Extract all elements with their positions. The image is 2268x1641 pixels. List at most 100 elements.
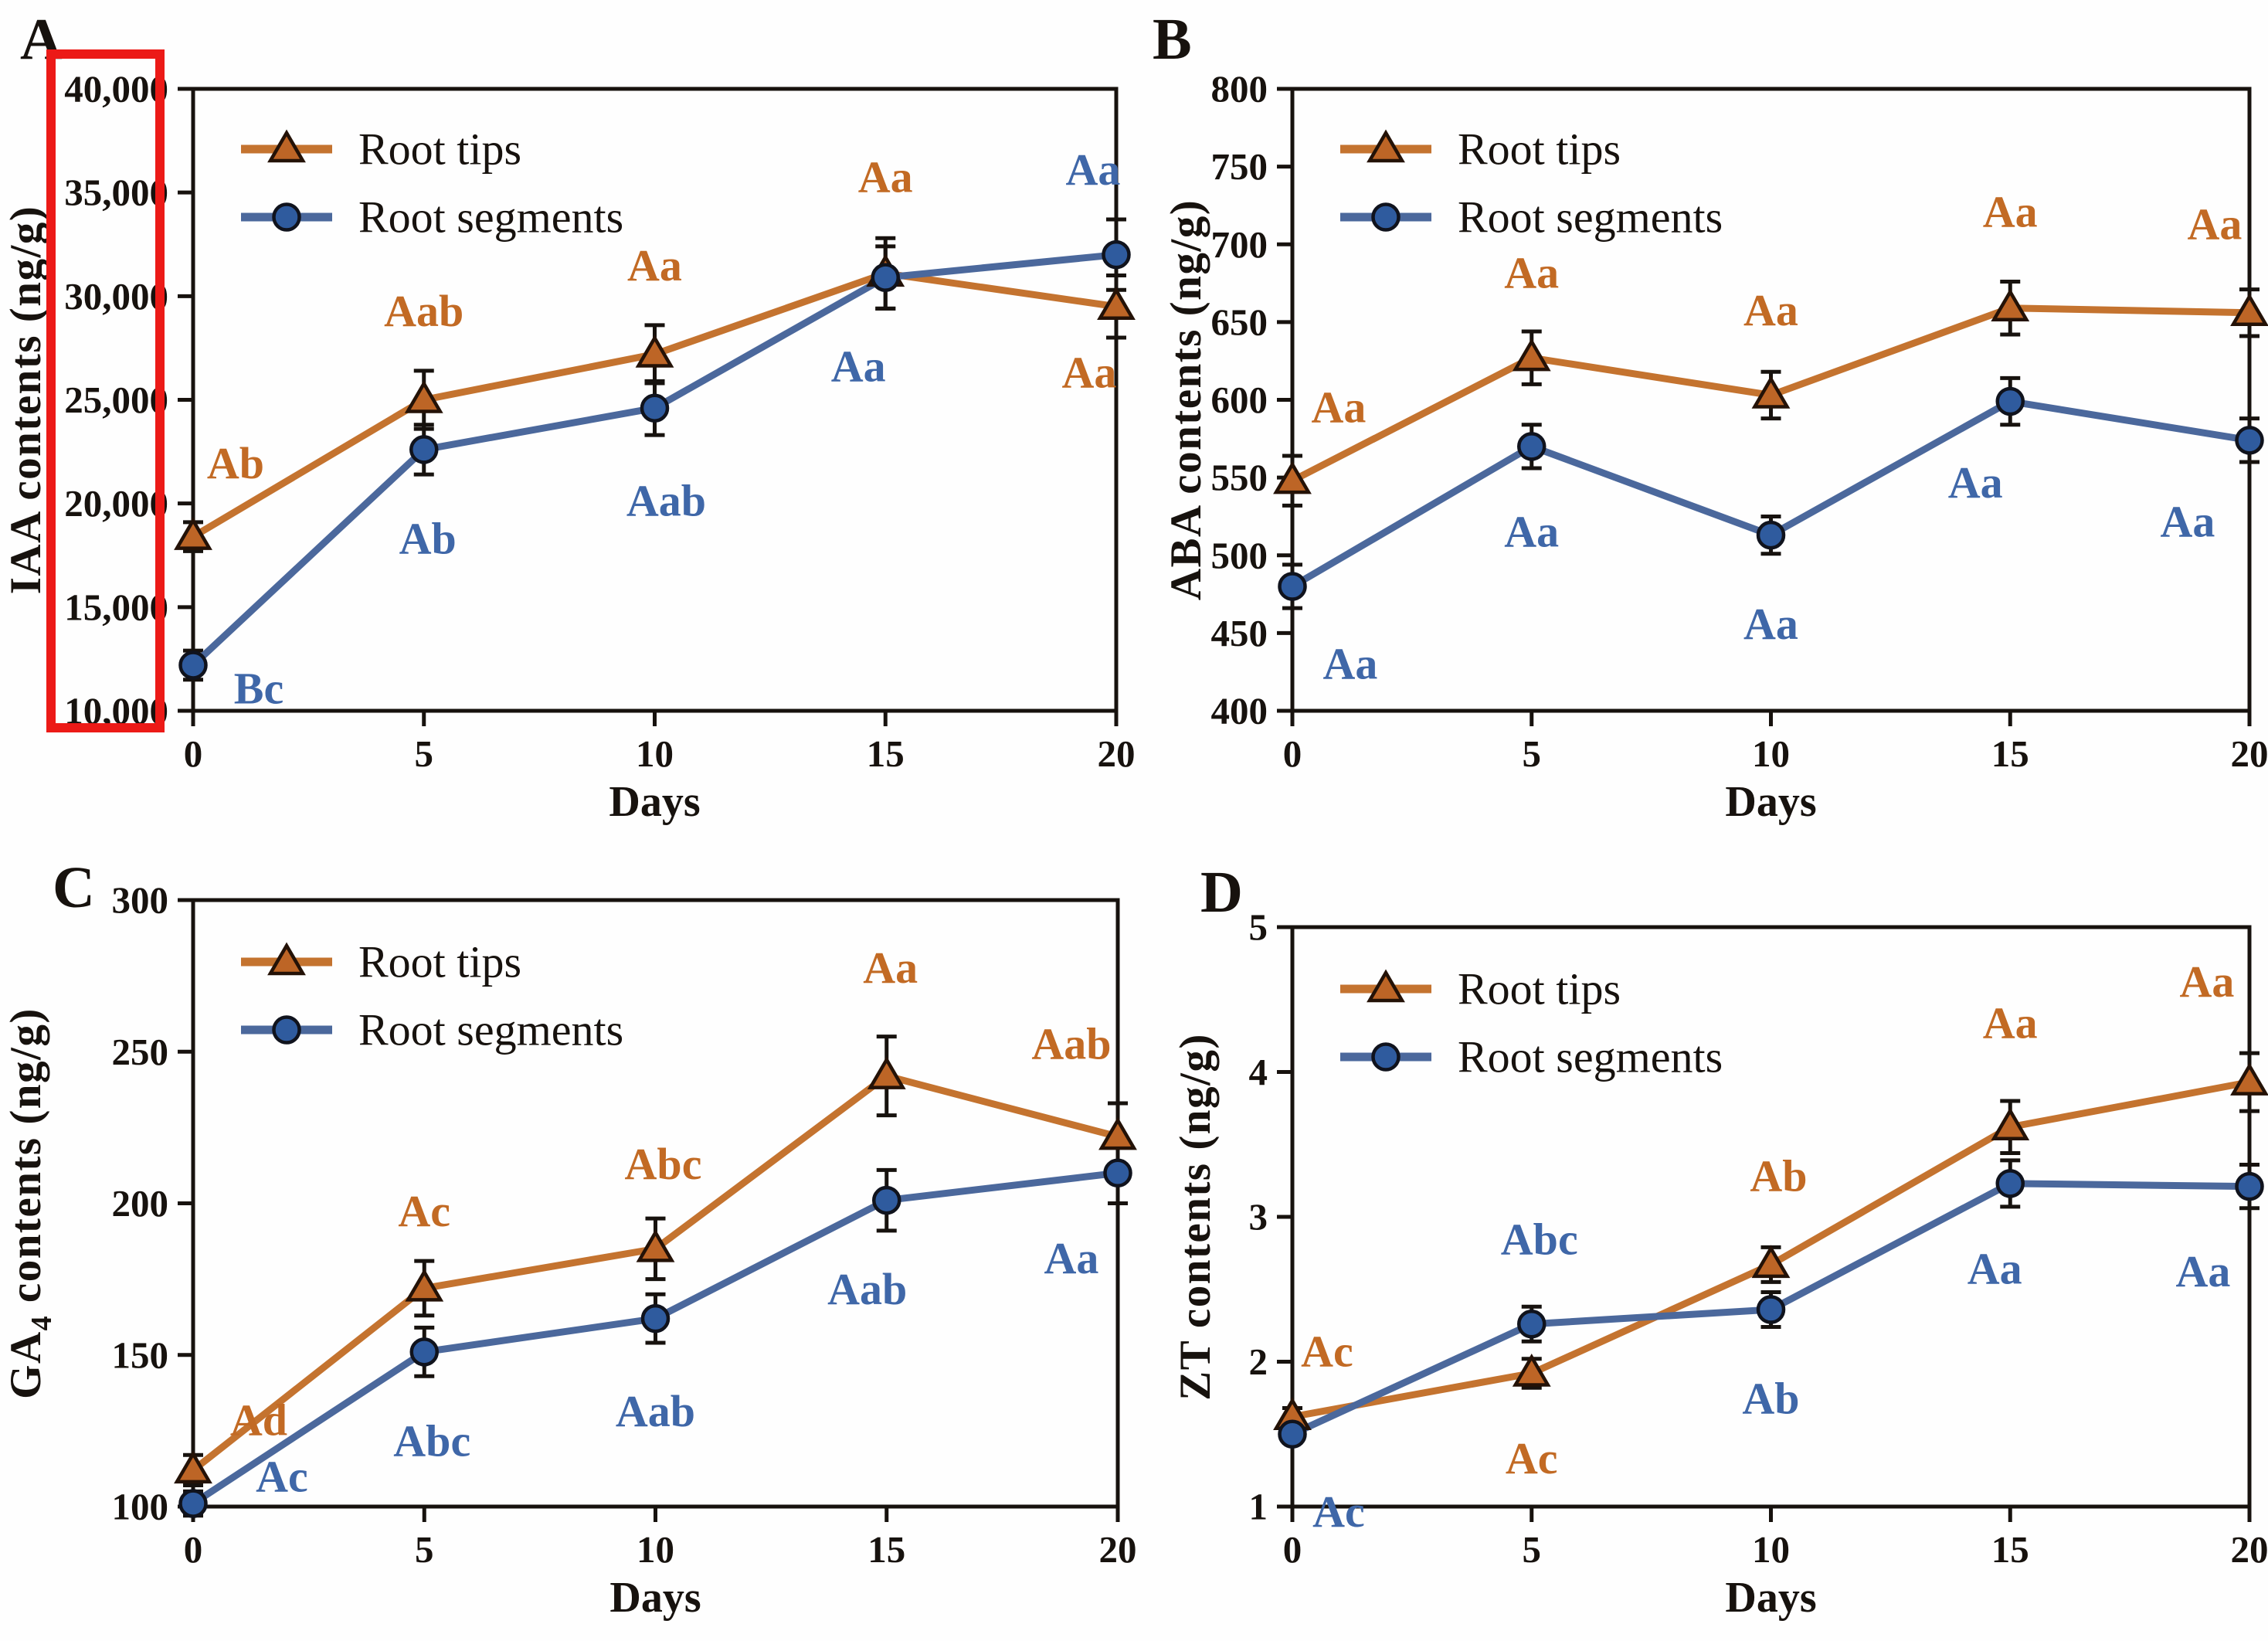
sig-label: Aab xyxy=(827,1264,907,1314)
x-tick-label: 20 xyxy=(1099,1528,1137,1571)
x-tick-label: 10 xyxy=(1752,1528,1790,1571)
sig-label: Ad xyxy=(230,1395,287,1445)
legend-marker-root-segments xyxy=(1371,1042,1401,1072)
data-point-marker-root-segments xyxy=(409,435,439,464)
panel-letter: C xyxy=(53,855,95,920)
panel-a-chart: A 10,000 15,000 20,000 25,000 30,000 35,000 40,… xyxy=(2,7,1136,826)
sig-label: Ab xyxy=(399,513,457,563)
y-tick-label: 250 xyxy=(112,1031,169,1073)
data-point-marker-root-tips xyxy=(174,517,212,550)
y-tick-label: 15,000 xyxy=(64,586,168,628)
data-point-marker-root-segments xyxy=(1103,1158,1132,1187)
data-point-marker-root-segments xyxy=(1517,1310,1547,1339)
sig-label: Aa xyxy=(2176,1246,2231,1296)
sig-label: Abc xyxy=(393,1415,470,1466)
sig-label: Abc xyxy=(625,1139,702,1189)
y-tick-label: 100 xyxy=(112,1486,169,1528)
x-tick-label: 0 xyxy=(1283,732,1302,775)
sig-label: Aa xyxy=(1983,186,2038,236)
sig-label: Aa xyxy=(2161,496,2215,546)
data-point-marker-root-tips xyxy=(405,1268,444,1302)
sig-label: Ab xyxy=(1750,1150,1807,1201)
data-point-marker-root-segments xyxy=(640,1303,671,1334)
panel-letter: B xyxy=(1153,7,1192,72)
panel-d-chart: D 1 2 3 4 5 0 5 10 15 20 Days ZT contents (ng/g) Root… xyxy=(1171,860,2268,1622)
sig-label: Ac xyxy=(1301,1326,1353,1376)
sig-label: Aa xyxy=(1968,1243,2022,1293)
sig-label: Aa xyxy=(1983,997,2038,1048)
sig-label: Abc xyxy=(1501,1214,1578,1264)
panel-letter: D xyxy=(1200,860,1243,925)
y-tick-label: 600 xyxy=(1211,379,1268,421)
sig-label: Aab xyxy=(626,476,706,526)
data-point-marker-root-tips xyxy=(635,335,674,368)
x-tick-label: 0 xyxy=(1283,1528,1302,1571)
x-tick-label: 0 xyxy=(184,1528,203,1571)
y-tick-label: 800 xyxy=(1211,68,1268,110)
sig-label: Aa xyxy=(2188,199,2243,249)
y-tick-label: 200 xyxy=(112,1182,169,1225)
y-axis-title: IAA contents (ng/g) xyxy=(2,206,50,595)
sig-label: Aa xyxy=(627,240,682,290)
sig-label: Aa xyxy=(863,943,918,993)
data-point-marker-root-tips xyxy=(1098,1116,1137,1150)
data-point-marker-root-segments xyxy=(1756,1295,1786,1324)
data-point-marker-root-segments xyxy=(178,651,208,680)
y-tick-label: 5 xyxy=(1249,906,1268,949)
x-tick-label: 10 xyxy=(1752,732,1790,775)
series-line-root-segments xyxy=(1290,398,2250,589)
legend-marker-root-tips xyxy=(267,942,306,976)
data-point-marker-root-tips xyxy=(1751,1245,1791,1279)
data-point-marker-root-tips xyxy=(1751,375,1791,409)
y-tick-label: 150 xyxy=(112,1334,169,1376)
data-point-marker-root-tips xyxy=(1512,1354,1551,1387)
legend-label: Root segments xyxy=(1458,192,1723,243)
legend-label: Root segments xyxy=(358,192,623,243)
legend-label: Root tips xyxy=(358,124,521,175)
x-tick-label: 10 xyxy=(637,1528,674,1571)
x-tick-label: 10 xyxy=(636,732,674,775)
legend-label: Root segments xyxy=(358,1005,623,1055)
x-tick-label: 15 xyxy=(867,1528,905,1571)
sig-label: Ab xyxy=(1742,1374,1799,1424)
y-tick-label: 40,000 xyxy=(64,68,168,110)
data-point-marker-root-segments xyxy=(1756,520,1786,550)
data-point-marker-root-tips xyxy=(1097,287,1136,320)
sig-label: Aa xyxy=(1504,506,1559,556)
y-tick-label: 400 xyxy=(1211,690,1268,732)
x-tick-label: 5 xyxy=(1523,732,1542,775)
sig-label: Aa xyxy=(1743,599,1798,649)
legend-label: Root tips xyxy=(1458,124,1621,175)
x-axis-title: Days xyxy=(1725,778,1816,826)
data-point-marker-root-segments xyxy=(1278,1419,1307,1449)
sig-label: Bc xyxy=(234,663,284,713)
x-tick-label: 15 xyxy=(1991,732,2029,775)
y-tick-label: 650 xyxy=(1211,301,1268,343)
data-point-marker-root-tips xyxy=(1991,288,2030,322)
data-point-marker-root-tips xyxy=(404,380,443,413)
x-tick-label: 15 xyxy=(1991,1528,2029,1571)
data-point-marker-root-segments xyxy=(640,393,670,423)
legend-marker-root-tips xyxy=(1367,129,1405,163)
y-axis-title: ABA contents (ng/g) xyxy=(1162,199,1210,600)
x-tick-label: 5 xyxy=(415,1528,434,1571)
data-point-marker-root-segments xyxy=(1278,572,1307,601)
y-tick-label: 4 xyxy=(1249,1051,1268,1093)
y-tick-label: 2 xyxy=(1249,1340,1268,1383)
data-point-marker-root-segments xyxy=(871,263,900,292)
y-tick-label: 25,000 xyxy=(64,379,168,421)
y-tick-label: 10,000 xyxy=(64,690,168,732)
sig-label: Aa xyxy=(1062,347,1117,397)
data-point-marker-root-segments xyxy=(409,1337,439,1367)
y-tick-label: 550 xyxy=(1211,457,1268,499)
series-line-root-segments xyxy=(190,251,1117,668)
sig-label: Aab xyxy=(384,286,463,336)
data-point-marker-root-segments xyxy=(178,1489,208,1518)
sig-label: Aab xyxy=(1031,1019,1111,1069)
sig-label: Aab xyxy=(616,1386,695,1436)
sig-label: Aa xyxy=(2180,956,2235,1007)
legend-marker-root-tips xyxy=(267,129,306,163)
sig-label: Aa xyxy=(1504,248,1559,298)
legend-label: Root tips xyxy=(358,937,521,987)
